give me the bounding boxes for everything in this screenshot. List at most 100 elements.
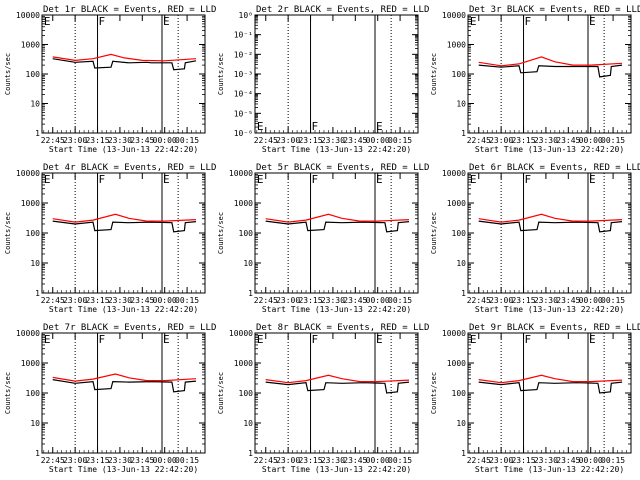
x-tick-label: 00:00 bbox=[366, 296, 390, 305]
plot-frame bbox=[41, 332, 206, 454]
x-tick-label: 23:45 bbox=[556, 456, 580, 465]
y-tick-label: 1000 bbox=[234, 359, 253, 368]
x-tick-label: 23:45 bbox=[343, 296, 367, 305]
y-tick-label: 10⁻⁶ bbox=[234, 129, 253, 138]
x-tick-label: 23:45 bbox=[130, 456, 154, 465]
x-tick-label: 00:15 bbox=[388, 136, 412, 145]
x-tick-label: 23:15 bbox=[298, 296, 322, 305]
y-tick-label: 10⁻¹ bbox=[234, 31, 253, 40]
x-tick-label: 23:30 bbox=[534, 136, 558, 145]
y-tick-label: 10⁻³ bbox=[234, 70, 253, 79]
marker-letter-E: E bbox=[589, 173, 596, 186]
x-tick-label: 23:45 bbox=[556, 296, 580, 305]
y-tick-label: 10⁻⁵ bbox=[234, 109, 253, 118]
x-axis-label: Start Time (13-Jun-13 22:42:20) bbox=[49, 465, 198, 474]
y-tick-label: 10000 bbox=[229, 329, 253, 338]
y-tick-label: 10000 bbox=[229, 169, 253, 178]
plot-frame bbox=[41, 14, 206, 134]
det-panel-4: Det 4r BLACK = Events, RED = LLD 1 10 100 10… bbox=[4, 163, 216, 314]
x-tick-label: 23:15 bbox=[511, 456, 535, 465]
marker-letter-E: E bbox=[163, 15, 170, 28]
x-tick-label: 23:30 bbox=[534, 296, 558, 305]
x-axis-label: Start Time (13-Jun-13 22:42:20) bbox=[262, 465, 411, 474]
marker-letter-E: E bbox=[470, 15, 477, 28]
marker-letter-F: F bbox=[525, 333, 532, 346]
x-tick-label: 00:00 bbox=[579, 296, 603, 305]
y-axis-label: Counts/sec bbox=[4, 212, 12, 254]
y-tick-label: 100 bbox=[26, 229, 41, 238]
y-tick-label: 1 bbox=[461, 289, 466, 298]
x-tick-label: 00:15 bbox=[601, 136, 625, 145]
panel-title: Det 3r BLACK = Events, RED = LLD bbox=[469, 5, 640, 15]
plot-frame bbox=[467, 172, 632, 294]
x-tick-label: 23:45 bbox=[130, 136, 154, 145]
x-tick-label: 23:00 bbox=[276, 136, 300, 145]
series-lld bbox=[52, 213, 197, 223]
y-axis-label: Counts/sec bbox=[217, 372, 225, 414]
det-panel-5: Det 5r BLACK = Events, RED = LLD 1 10 100 10… bbox=[217, 163, 429, 314]
y-tick-label: 10 bbox=[456, 100, 466, 109]
series-events bbox=[478, 220, 623, 233]
series-lld bbox=[478, 213, 623, 223]
y-tick-label: 1 bbox=[461, 129, 466, 138]
x-tick-label: 23:00 bbox=[489, 456, 513, 465]
plot-frame bbox=[254, 14, 419, 134]
x-tick-label: 00:15 bbox=[175, 456, 199, 465]
x-tick-label: 22:45 bbox=[254, 456, 278, 465]
y-axis-label: Counts/sec bbox=[217, 212, 225, 254]
x-tick-label: 23:15 bbox=[298, 456, 322, 465]
series-events bbox=[478, 381, 623, 394]
series-lld bbox=[265, 374, 410, 384]
series-events bbox=[265, 220, 410, 233]
x-axis-label: Start Time (13-Jun-13 22:42:20) bbox=[475, 145, 624, 154]
marker-letter-E: E bbox=[376, 120, 383, 133]
x-tick-label: 23:45 bbox=[130, 296, 154, 305]
y-tick-label: 100 bbox=[452, 229, 467, 238]
x-tick-label: 23:15 bbox=[85, 296, 109, 305]
marker-letter-E: E bbox=[163, 333, 170, 346]
x-axis-label: Start Time (13-Jun-13 22:42:20) bbox=[49, 305, 198, 314]
x-tick-label: 23:15 bbox=[85, 136, 109, 145]
series-events bbox=[52, 220, 197, 233]
x-tick-label: 00:15 bbox=[388, 456, 412, 465]
x-tick-label: 23:00 bbox=[63, 296, 87, 305]
x-tick-label: 22:45 bbox=[254, 136, 278, 145]
x-axis-label: Start Time (13-Jun-13 22:42:20) bbox=[49, 145, 198, 154]
x-tick-label: 23:30 bbox=[321, 296, 345, 305]
x-tick-label: 23:30 bbox=[108, 456, 132, 465]
x-tick-label: 22:45 bbox=[41, 456, 65, 465]
det-panel-1: Det 1r BLACK = Events, RED = LLD 1 10 100 10… bbox=[4, 5, 216, 154]
y-tick-label: 100 bbox=[239, 229, 254, 238]
x-tick-label: 23:45 bbox=[343, 136, 367, 145]
x-tick-label: 00:00 bbox=[153, 136, 177, 145]
y-tick-label: 1000 bbox=[447, 41, 466, 50]
y-tick-label: 1 bbox=[35, 129, 40, 138]
det-panel-2: Det 2r BLACK = Events, RED = LLD 10⁻⁶ 10⁻⁵… bbox=[217, 5, 429, 154]
plot-frame bbox=[467, 332, 632, 454]
plot-frame bbox=[254, 172, 419, 294]
x-tick-label: 23:00 bbox=[63, 136, 87, 145]
marker-letter-F: F bbox=[525, 15, 532, 28]
y-tick-label: 10000 bbox=[16, 329, 40, 338]
y-tick-label: 10⁰ bbox=[239, 11, 253, 20]
x-tick-label: 00:15 bbox=[175, 296, 199, 305]
marker-letter-E: E bbox=[376, 333, 383, 346]
y-tick-label: 1000 bbox=[21, 41, 40, 50]
y-axis-label: Counts/sec bbox=[4, 372, 12, 414]
y-tick-label: 100 bbox=[26, 70, 41, 79]
x-tick-label: 00:00 bbox=[366, 136, 390, 145]
x-tick-label: 22:45 bbox=[467, 136, 491, 145]
y-tick-label: 10 bbox=[30, 419, 40, 428]
series-events bbox=[265, 381, 410, 394]
series-events bbox=[52, 379, 197, 393]
x-tick-label: 23:00 bbox=[63, 456, 87, 465]
y-tick-label: 1000 bbox=[21, 199, 40, 208]
x-tick-label: 22:45 bbox=[41, 296, 65, 305]
x-tick-label: 23:00 bbox=[489, 136, 513, 145]
x-tick-label: 23:30 bbox=[534, 456, 558, 465]
y-tick-label: 10000 bbox=[16, 169, 40, 178]
marker-letter-E: E bbox=[257, 173, 264, 186]
y-tick-label: 10 bbox=[30, 100, 40, 109]
marker-letter-F: F bbox=[312, 120, 319, 133]
panel-title: Det 1r BLACK = Events, RED = LLD bbox=[43, 5, 216, 15]
